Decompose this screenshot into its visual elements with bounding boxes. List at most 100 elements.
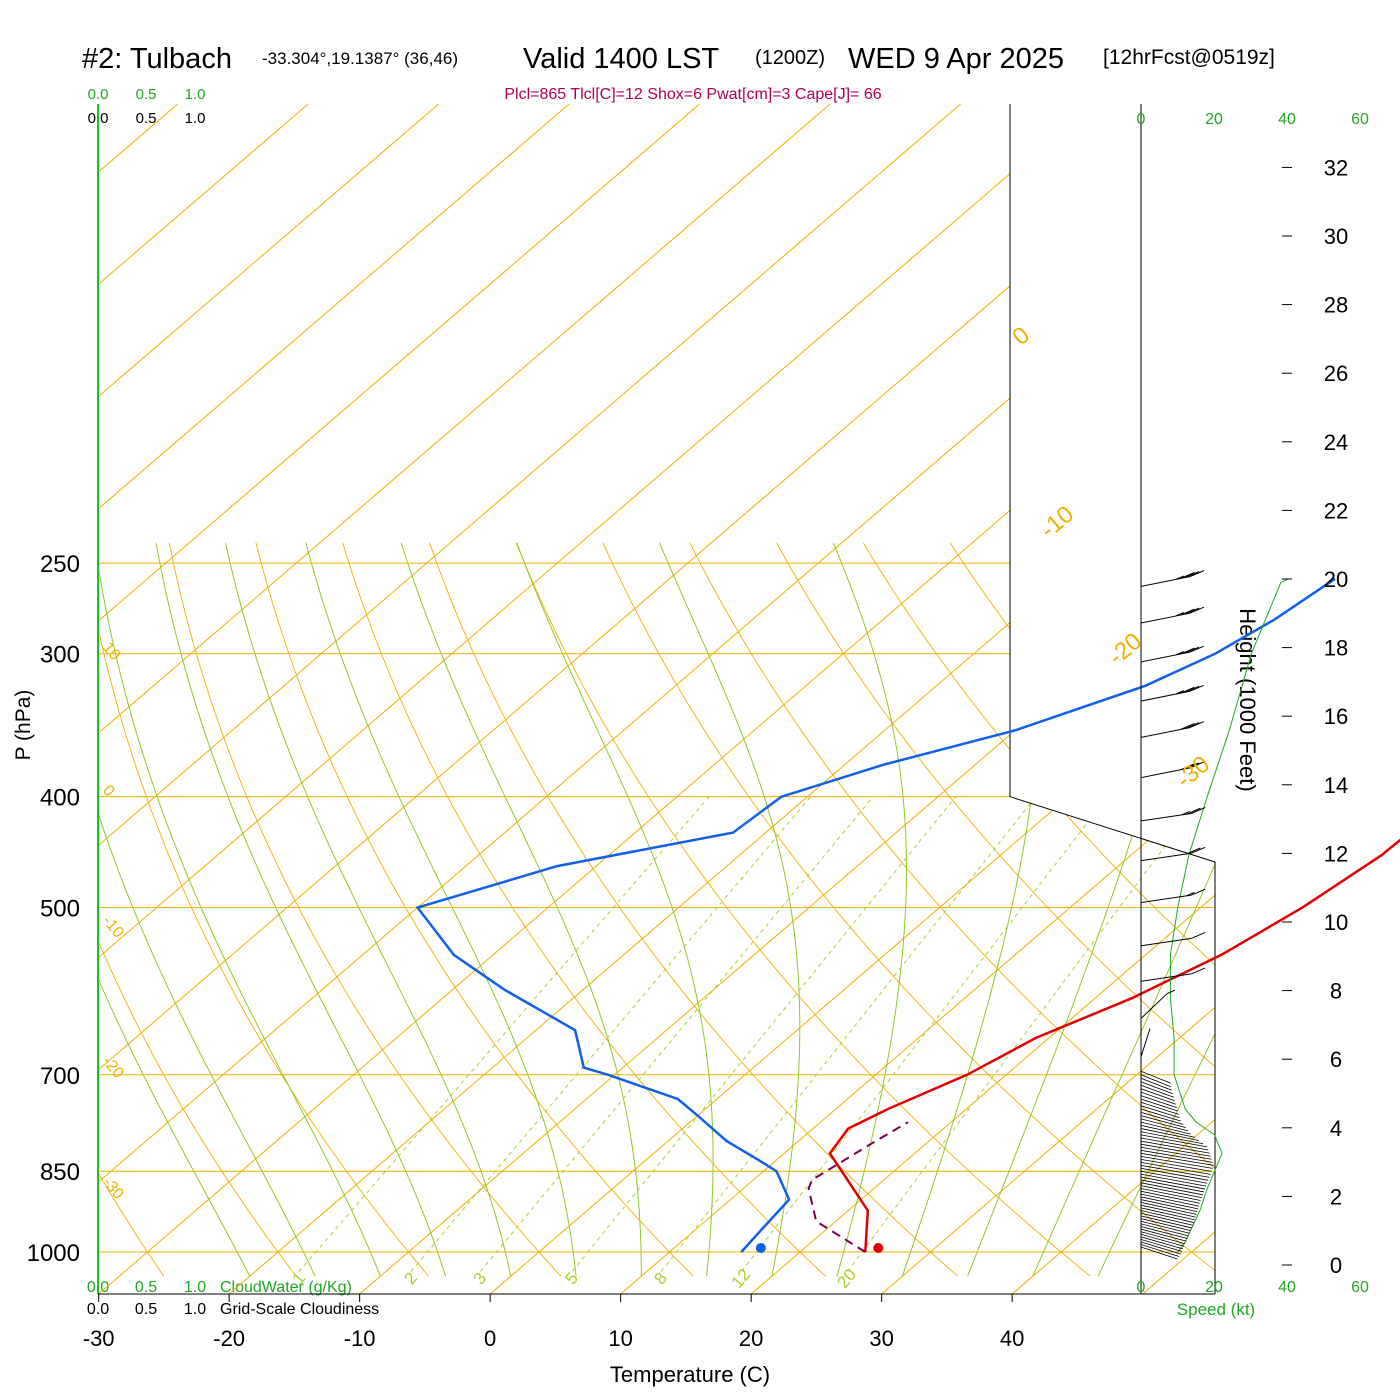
wind-barb-feather [1189,721,1205,729]
surface-temperature-marker [873,1243,884,1253]
mixing-ratio-line [741,796,1108,1272]
dry-adiabat-line [255,542,694,1277]
moist-adiabat-line [1097,542,1215,1277]
speed-tick-label-bottom: 20 [1205,1279,1223,1296]
left-isotherm-label: -20 [99,1053,127,1082]
isobar-lines [98,562,1215,1253]
wind-barb-staff [1140,1028,1151,1057]
mixing-ratio-label: 8 [650,1269,671,1288]
x-tick-label: -30 [83,1326,115,1351]
wind-barb-low [1140,1218,1191,1231]
wind-barb-staff [1140,973,1192,982]
dry-adiabat-line [98,542,429,1277]
height-tick-label: 30 [1324,224,1348,249]
dry-adiabat-line [342,542,826,1277]
cloudiness-legend: Grid-Scale Cloudiness [220,1301,379,1318]
wind-barb-low [1140,1146,1212,1160]
height-tick-label: 12 [1324,841,1348,866]
wind-barb-low [1140,1244,1180,1257]
wind-barb-low [1140,1231,1186,1245]
temperature-profile [828,838,1400,1253]
height-tick-label: 2 [1330,1184,1342,1209]
wind-barb-low [1140,1074,1171,1088]
speed-tick-label-bottom: 40 [1278,1279,1296,1296]
moist-adiabat-line [305,542,577,1277]
wind-barb-feather [1180,723,1195,730]
moist-adiabat-line [901,542,1041,1277]
cloudwater-scale-05: 0.5 [135,1279,157,1296]
wind-barb-low [1140,1207,1195,1221]
pressure-tick-label: 850 [40,1159,80,1186]
wind-barb-feather [1180,686,1195,694]
cloudiness-scale-top-1: 1.0 [185,110,206,127]
wind-barb-low [1140,1084,1174,1098]
speed-tick-label-top: 0 [1137,111,1146,128]
speed-tick-label-bottom: 0 [1137,1279,1146,1296]
wind-barb-low [1140,1241,1181,1255]
wind-barb-low [1140,1121,1191,1135]
moist-adiabat-line [155,542,447,1277]
wind-barb-feather [1191,846,1206,854]
cloudwater-scale-top-0: 0.0 [88,86,109,103]
wind-barb-low [1140,1105,1180,1119]
wind-barb-low [1140,1193,1200,1207]
left-isotherm-label: 10 [99,639,124,664]
wind-barb-low [1140,1173,1207,1187]
wind-barb-feather [1184,646,1200,654]
wind-barb-low [1140,1239,1182,1252]
surface-dewpoint-marker [755,1243,766,1253]
pressure-tick-label: 250 [40,551,80,578]
wind-barb-feather [1189,570,1205,578]
wind-barb-low [1140,1077,1172,1091]
wind-barb-feather [1166,989,1176,995]
mixing-ratio-lines [298,796,1203,1272]
wind-barb-low [1140,1111,1184,1125]
height-tick-label: 0 [1330,1253,1342,1278]
pressure-tick-label: 1000 [27,1240,80,1267]
mixing-ratio-line [479,796,874,1272]
height-tick-label: 28 [1324,293,1348,318]
wind-barb-low [1140,1164,1210,1178]
wind-barb-low [1140,1228,1187,1242]
wind-barb-feather [1184,762,1200,770]
dewpoint-profile [415,577,1336,1253]
wind-barb-low [1140,1170,1208,1184]
wind-barb-low [1140,1128,1200,1141]
height-tick-label: 24 [1324,430,1348,455]
wind-barb-feather [1175,612,1184,617]
dry-adiabat-line [98,542,297,1277]
wind-barb-low [1140,1188,1201,1201]
height-tick-label: 18 [1324,636,1348,661]
wind-barb-low [1140,1095,1177,1108]
moist-adiabat-line [98,542,381,1277]
wind-barb-low [1140,1223,1189,1237]
mixing-ratio-line [571,796,957,1272]
forecast-run: [12hrFcst@0519z] [1103,46,1275,69]
x-tick-label: -10 [344,1326,376,1351]
isotherm-line [98,104,309,1294]
wind-barb-low [1140,1246,1178,1260]
stability-indices: Plcl=865 Tlcl[C]=12 Shox=6 Pwat[cm]=3 Ca… [504,86,881,103]
mixing-ratio-line [298,796,710,1272]
isotherm-line [620,104,1215,1294]
height-tick-label: 10 [1324,910,1348,935]
cloudiness-scale-0: 0.0 [87,1301,109,1318]
wind-barb-low [1140,1070,1171,1084]
skewed-isotherm-label: -10 [1035,501,1079,544]
speed-tick-label-top: 40 [1278,111,1296,128]
dry-adiabat-line [515,542,1091,1277]
moist-adiabat-line [400,542,642,1277]
wind-barb-low [1140,1179,1205,1193]
station-coords: -33.304°,19.1387° (36,46) [262,49,458,68]
moist-adiabat-line [1032,542,1215,1277]
wind-barb-feather [1184,607,1200,615]
wind-barb-low [1140,1101,1179,1115]
dry-adiabat-line [689,542,1215,1277]
isotherm-line [98,104,700,1294]
moist-adiabat-line [832,542,907,1277]
height-tick-label: 26 [1324,361,1348,386]
x-tick-label: 30 [869,1326,893,1351]
dry-adiabat-line [776,542,1215,1277]
wind-barb-low [1140,1131,1204,1145]
